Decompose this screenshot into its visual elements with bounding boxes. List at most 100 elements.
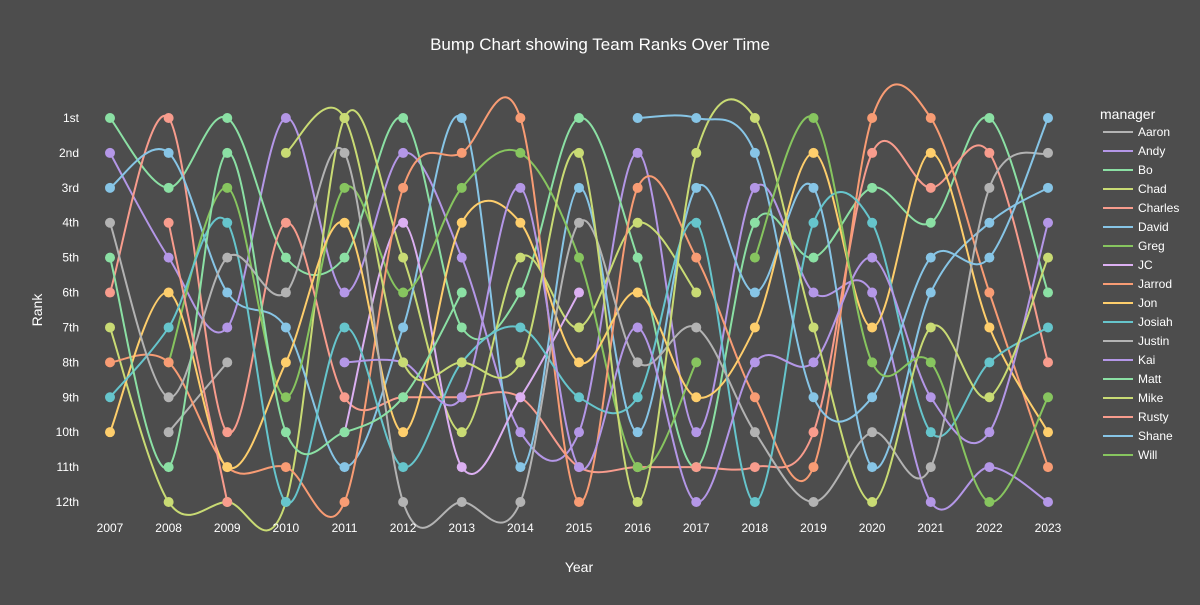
legend-label-jc: JC: [1138, 258, 1153, 272]
data-point-kai: [984, 427, 995, 438]
data-point-shane: [984, 252, 995, 263]
legend-label-andy: Andy: [1138, 144, 1165, 158]
data-point-charles: [691, 462, 702, 473]
data-point-david: [574, 182, 584, 193]
data-point-will: [1043, 392, 1053, 403]
data-point-bo: [1043, 287, 1053, 298]
data-point-jon: [339, 217, 350, 228]
y-tick-label: 5th: [62, 251, 79, 265]
data-point-jon: [808, 147, 819, 158]
legend-label-chad: Chad: [1138, 182, 1167, 196]
data-point-bo: [925, 217, 936, 228]
data-point-josiah: [574, 392, 584, 403]
data-point-andy: [339, 287, 350, 298]
data-point-bo: [867, 182, 878, 193]
legend-item-andy: Andy: [1103, 144, 1165, 158]
legend-item-charles: Charles: [1103, 201, 1179, 215]
data-point-david: [339, 462, 350, 473]
data-point-andy: [1043, 497, 1053, 507]
legend-item-david: David: [1103, 220, 1169, 234]
data-point-andy: [867, 287, 878, 298]
data-point-matt: [105, 252, 115, 263]
data-point-jc: [398, 217, 409, 228]
data-point-david: [691, 182, 702, 193]
data-point-justin: [691, 322, 702, 333]
series-line-jon: [109, 151, 1049, 470]
data-point-andy: [222, 322, 233, 333]
data-point-mike: [632, 497, 643, 507]
data-point-justin: [925, 462, 936, 473]
data-point-jon: [984, 322, 995, 333]
data-point-david: [808, 182, 819, 193]
legend-label-jon: Jon: [1138, 296, 1157, 310]
data-point-jarrod: [280, 462, 291, 473]
plot-markers: [105, 113, 1053, 507]
data-point-justin: [163, 392, 174, 403]
data-point-jon: [925, 147, 936, 158]
data-point-kai: [515, 182, 526, 193]
data-point-josiah: [105, 392, 115, 403]
data-point-andy: [398, 147, 409, 158]
data-point-shane: [867, 392, 878, 403]
legend-label-josiah: Josiah: [1138, 315, 1173, 329]
data-point-jarrod: [339, 497, 350, 507]
data-point-chad: [456, 427, 467, 438]
legend-items: Aaron Andy Bo Chad Charles David Greg JC Jarrod J…: [1103, 125, 1179, 462]
legend-label-mike: Mike: [1138, 391, 1164, 405]
y-tick-label: 2nd: [59, 146, 79, 160]
data-point-andy: [574, 427, 584, 438]
data-point-andy: [984, 462, 995, 473]
x-tick-label: 2008: [155, 521, 182, 535]
y-axis-ticks: 1st 2nd 3rd 4th 5th 6th 7th 8th 9th 10th 11th 12th: [56, 111, 80, 509]
x-tick-label: 2016: [624, 521, 651, 535]
y-tick-label: 8th: [62, 355, 79, 369]
legend-label-justin: Justin: [1138, 334, 1169, 348]
y-tick-label: 11th: [57, 460, 79, 474]
legend-label-kai: Kai: [1138, 353, 1155, 367]
data-point-david: [1043, 182, 1053, 193]
data-point-matt: [280, 427, 291, 438]
data-point-bo: [398, 113, 409, 123]
series-line-jarrod: [109, 83, 1049, 519]
data-point-jon: [749, 322, 760, 333]
data-point-josiah: [925, 427, 936, 438]
data-point-justin: [339, 147, 350, 158]
data-point-charles: [808, 427, 819, 438]
data-point-matt: [339, 427, 350, 438]
data-point-jarrod: [1043, 462, 1053, 473]
data-point-kai: [1043, 217, 1053, 228]
data-point-jon: [398, 427, 409, 438]
data-point-kai: [691, 497, 702, 507]
y-axis-label: Rank: [29, 293, 45, 327]
legend-item-kai: Kai: [1103, 353, 1155, 367]
data-point-bo: [222, 113, 233, 123]
y-tick-label: 1st: [63, 111, 80, 125]
data-point-andy: [808, 287, 819, 298]
x-tick-label: 2012: [390, 521, 417, 535]
data-point-bo: [163, 182, 174, 193]
data-point-charles: [925, 182, 936, 193]
data-point-josiah: [515, 322, 526, 333]
data-point-mike: [398, 357, 409, 368]
data-point-jarrod: [105, 357, 115, 368]
data-point-josiah: [632, 392, 643, 403]
data-point-mike: [1043, 252, 1053, 263]
data-point-kai: [339, 357, 350, 368]
data-point-charles: [163, 113, 174, 123]
data-point-andy: [632, 147, 643, 158]
data-point-justin: [280, 287, 291, 298]
data-point-bo: [574, 113, 584, 123]
data-point-jc: [574, 287, 584, 298]
data-point-will: [984, 497, 995, 507]
legend-label-aaron: Aaron: [1138, 125, 1170, 139]
data-point-andy: [163, 252, 174, 263]
series-line-matt: [109, 151, 463, 470]
data-point-david: [163, 147, 174, 158]
data-point-rusty: [163, 217, 174, 228]
legend-label-shane: Shane: [1138, 429, 1173, 443]
data-point-david: [749, 287, 760, 298]
legend-label-will: Will: [1138, 448, 1157, 462]
x-tick-label: 2017: [683, 521, 710, 535]
data-point-bo: [984, 113, 995, 123]
